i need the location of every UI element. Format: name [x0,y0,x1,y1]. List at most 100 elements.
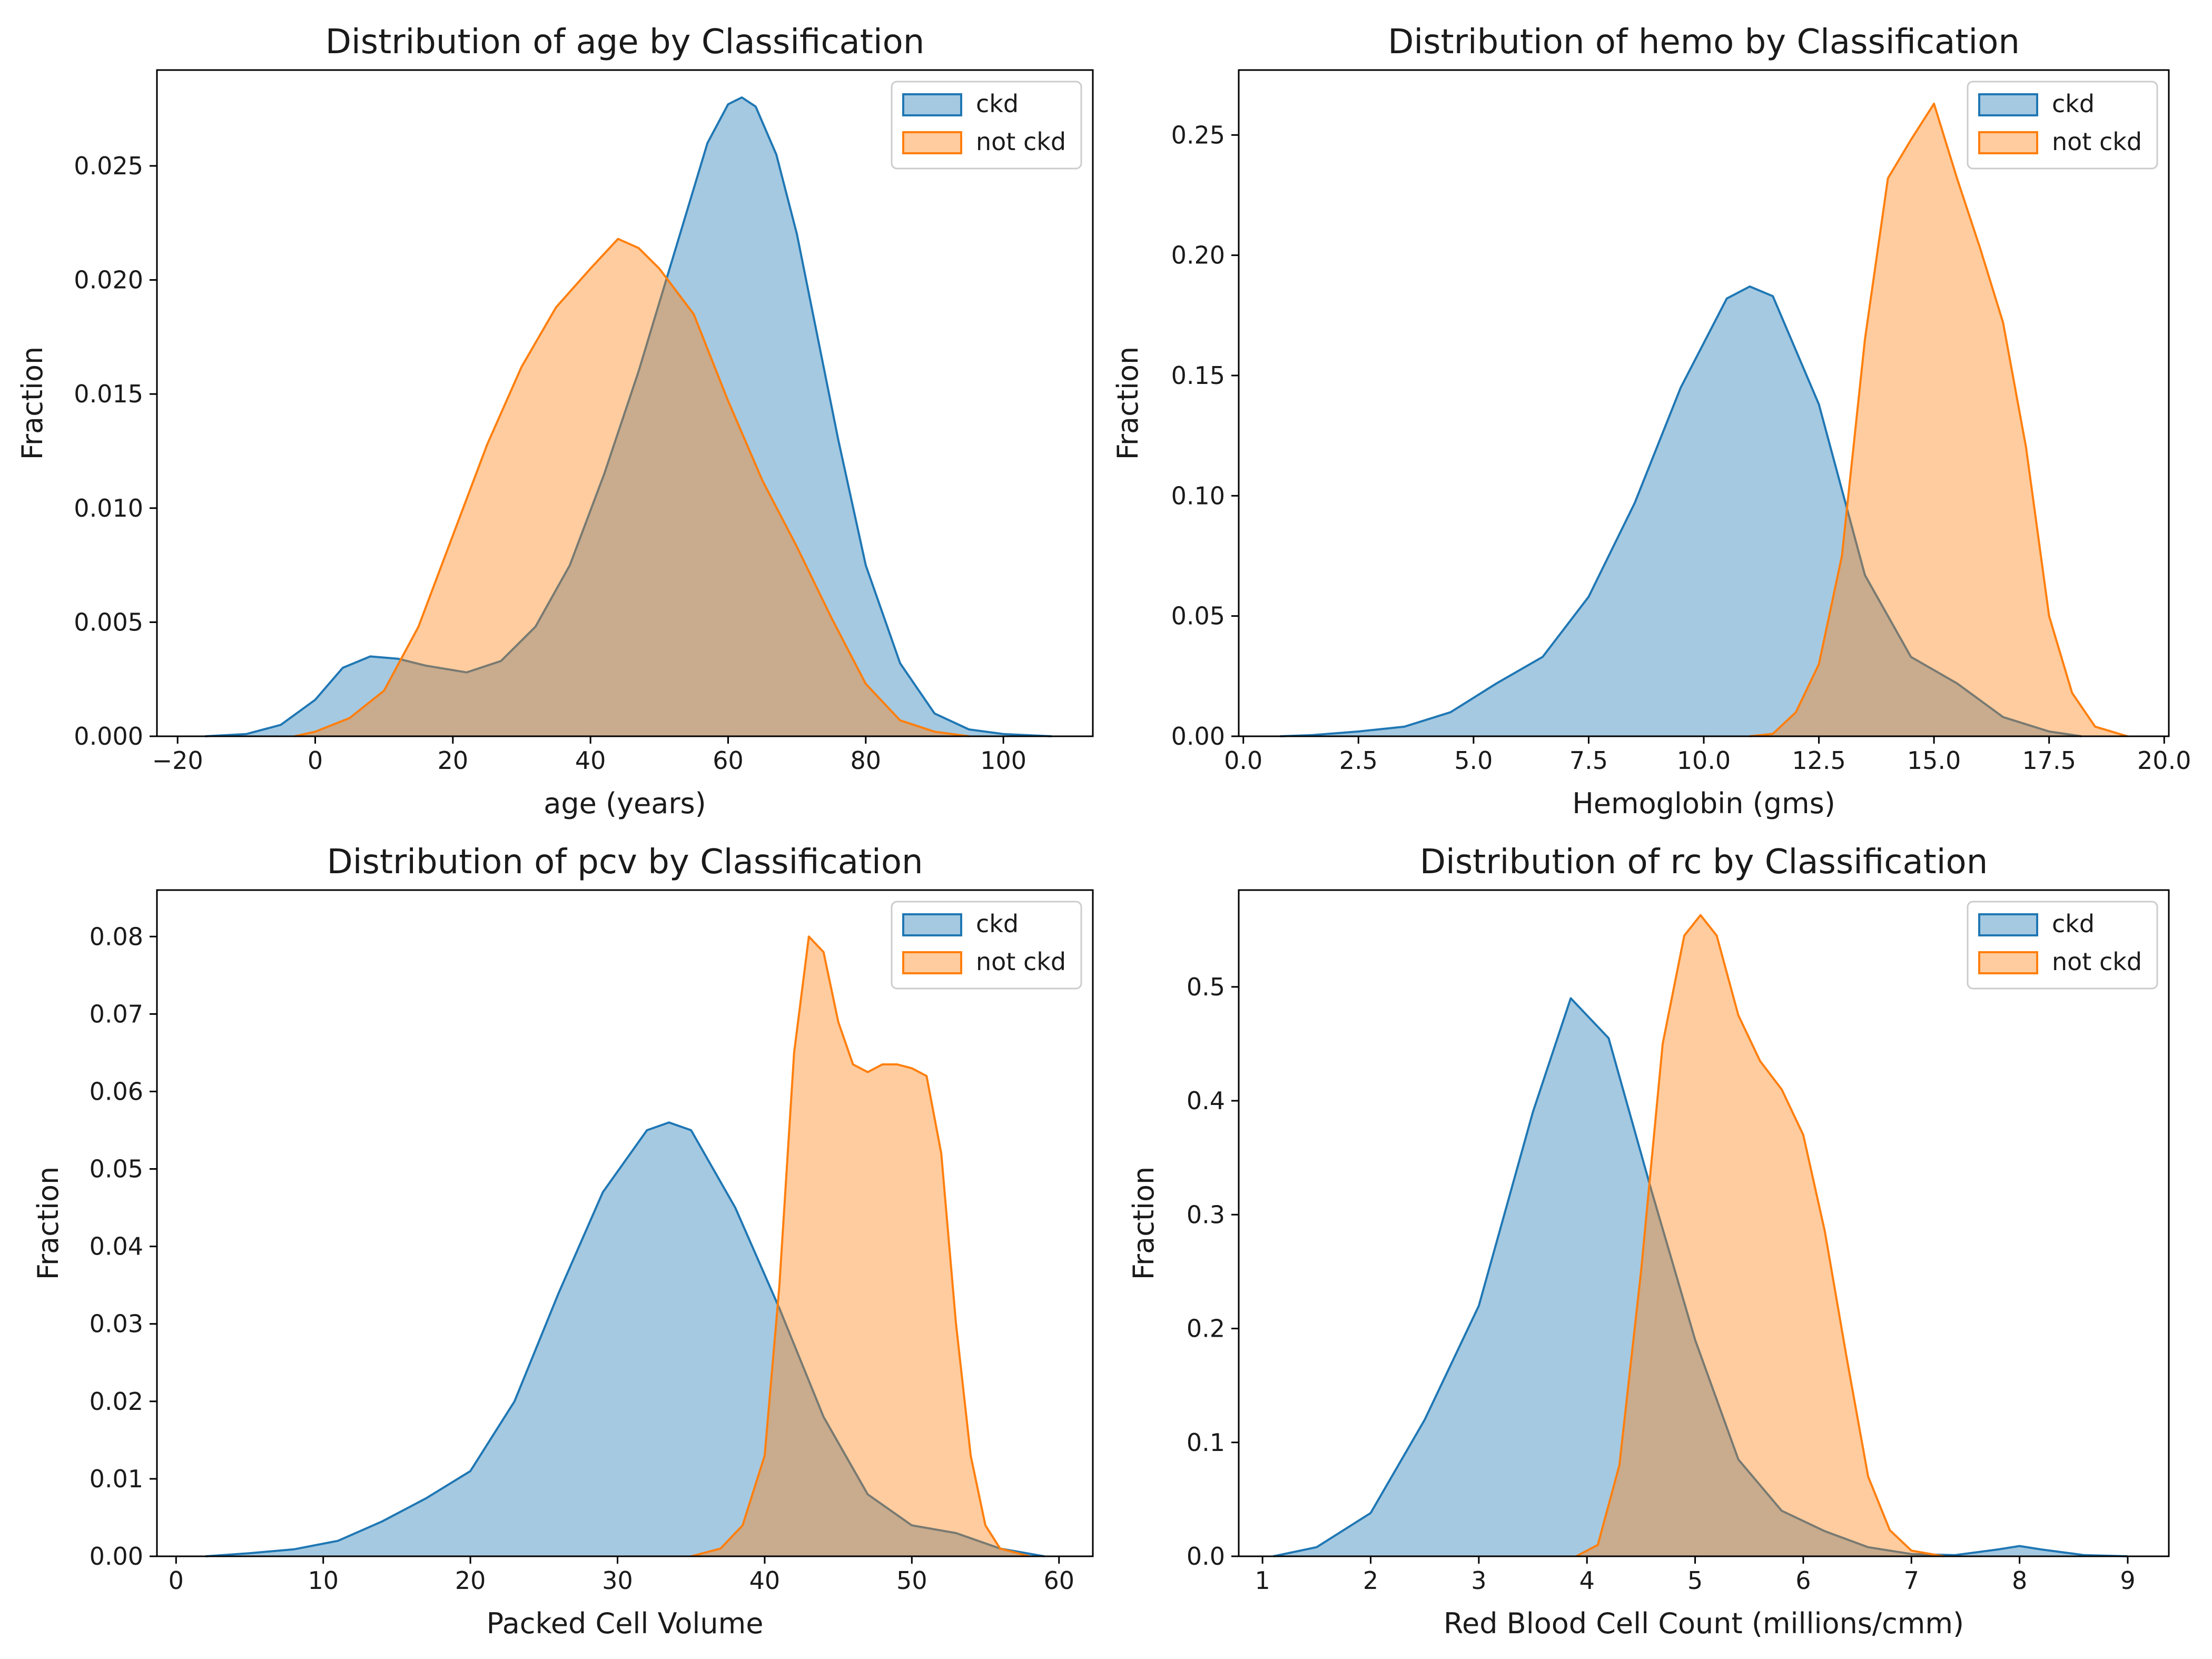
series-area-not_ckd [1576,915,1944,1556]
x-tick-label: 100 [980,746,1026,775]
x-tick-label: 20 [438,746,469,775]
x-tick-label: 5.0 [1454,746,1493,775]
x-tick-label: 40 [575,746,606,775]
y-tick-label: 0.000 [74,722,143,750]
legend-swatch-ckd [1978,913,2038,936]
x-tick-label: 17.5 [2022,746,2076,775]
y-tick-label: 0.015 [74,380,143,408]
legend-label-not_ckd: not ckd [2052,947,2142,976]
x-tick-label: 50 [896,1566,927,1595]
series-line-ckd [1280,285,2082,737]
legend-label-not_ckd: not ckd [976,947,1066,976]
legend: ckd not ckd [891,81,1082,170]
legend-label-ckd: ckd [2052,90,2095,118]
series-area-not_ckd [691,936,1030,1556]
series-line-not_ckd [690,935,1030,1557]
series-area-ckd [205,97,1052,736]
y-tick-label: 0.5 [1187,973,1225,1001]
x-tick-label: 60 [713,746,744,775]
legend: ckd not ckd [891,901,1082,990]
plot-frame [156,69,1094,737]
x-tick-label: 15.0 [1907,746,1961,775]
series-area-not_ckd [294,239,969,737]
plot-frame [1238,889,2170,1557]
legend-label-not_ckd: not ckd [976,127,1066,156]
y-tick-label: 0.08 [90,922,143,951]
x-tick-label: 80 [851,746,882,775]
legend-label-ckd: ckd [976,90,1019,118]
plot-frame [156,889,1094,1557]
x-tick-label: 10.0 [1677,746,1731,775]
y-tick-label: 0.1 [1187,1428,1225,1457]
chart-title: Distribution of age by Classification [325,23,925,62]
y-tick-label: 0.03 [90,1310,143,1338]
legend-box [891,81,1082,170]
y-tick-label: 0.01 [90,1465,143,1493]
y-tick-label: 0.010 [74,494,143,522]
y-tick-label: 0.00 [90,1542,143,1571]
y-tick-label: 0.3 [1187,1200,1225,1229]
y-tick-label: 0.15 [1171,361,1225,390]
legend-label-ckd: ckd [2052,910,2095,938]
y-tick-label: 0.04 [90,1232,143,1261]
y-tick-label: 0.25 [1171,121,1225,149]
x-tick-label: 5 [1687,1566,1703,1595]
chart-title: Distribution of hemo by Classification [1388,23,2020,62]
x-tick-label: −20 [152,746,203,775]
x-tick-label: 60 [1043,1566,1074,1595]
legend-swatch-not_ckd [902,131,962,154]
y-axis-label: Fraction [16,347,49,460]
chart-title: Distribution of rc by Classification [1420,843,1988,882]
legend-label-not_ckd: not ckd [2052,127,2142,156]
series-area-not_ckd [1750,103,2128,736]
x-tick-label: 40 [749,1566,781,1595]
x-tick-label: 7.5 [1569,746,1608,775]
y-tick-label: 0.4 [1187,1087,1225,1115]
series-area-ckd [1273,998,2128,1556]
x-axis-label: age (years) [544,787,706,820]
legend: ckd not ckd [1967,901,2158,990]
x-tick-label: 9 [2120,1566,2135,1595]
y-tick-label: 0.025 [74,152,143,180]
series-line-not_ckd [1575,914,1944,1557]
chart-panel-3: 0 10 20 30 40 50 60 0.00 0.01 0.02 0.03 0.04 0.05 0.0… [32,843,1094,1640]
series-line-ckd [205,96,1052,737]
y-tick-label: 0.05 [90,1155,143,1183]
series-line-ckd [205,1121,1045,1557]
x-tick-label: 10 [308,1566,339,1595]
legend-swatch-not_ckd [902,951,962,974]
x-tick-label: 20.0 [2137,746,2191,775]
series-area-ckd [1280,287,2081,736]
series-line-not_ckd [1750,102,2128,737]
legend-swatch-ckd [1978,93,2038,116]
legend-box [1967,81,2158,170]
legend-box [891,901,1082,990]
legend-swatch-ckd [902,93,962,116]
legend-swatch-not_ckd [1978,951,2038,974]
chart-title: Distribution of pcv by Classification [327,843,923,882]
legend: ckd not ckd [1967,81,2158,170]
x-tick-label: 7 [1904,1566,1919,1595]
x-tick-label: 4 [1579,1566,1595,1595]
y-tick-label: 0.07 [90,1000,143,1028]
y-axis-label: Fraction [1111,347,1144,460]
y-tick-label: 0.00 [1171,722,1225,750]
y-tick-label: 0.10 [1171,481,1225,510]
legend-box [1967,901,2158,990]
x-tick-label: 2 [1363,1566,1378,1595]
x-tick-label: 3 [1471,1566,1486,1595]
x-axis-label: Hemoglobin (gms) [1572,787,1835,820]
y-tick-label: 0.02 [90,1387,143,1416]
y-tick-label: 0.20 [1171,241,1225,270]
legend-label-ckd: ckd [976,910,1019,938]
x-tick-label: 6 [1795,1566,1811,1595]
y-tick-label: 0.020 [74,266,143,294]
x-tick-label: 0 [308,746,323,775]
x-tick-label: 0.0 [1224,746,1262,775]
x-tick-label: 2.5 [1339,746,1378,775]
y-tick-label: 0.005 [74,608,143,636]
y-tick-label: 0.2 [1187,1315,1225,1343]
x-tick-label: 0 [169,1566,184,1595]
legend-swatch-ckd [902,913,962,936]
